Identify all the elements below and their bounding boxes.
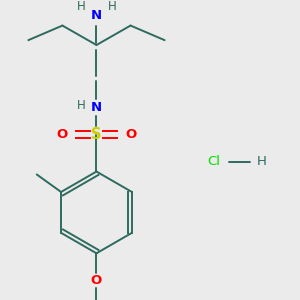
Text: N: N xyxy=(91,9,102,22)
Text: O: O xyxy=(125,128,136,141)
Text: O: O xyxy=(91,274,102,287)
Text: H: H xyxy=(108,0,116,13)
Text: S: S xyxy=(91,127,102,142)
Text: H: H xyxy=(257,155,267,168)
Text: H: H xyxy=(76,0,85,13)
Text: N: N xyxy=(91,101,102,114)
Text: O: O xyxy=(57,128,68,141)
Text: Cl: Cl xyxy=(207,155,220,168)
Text: H: H xyxy=(76,99,85,112)
